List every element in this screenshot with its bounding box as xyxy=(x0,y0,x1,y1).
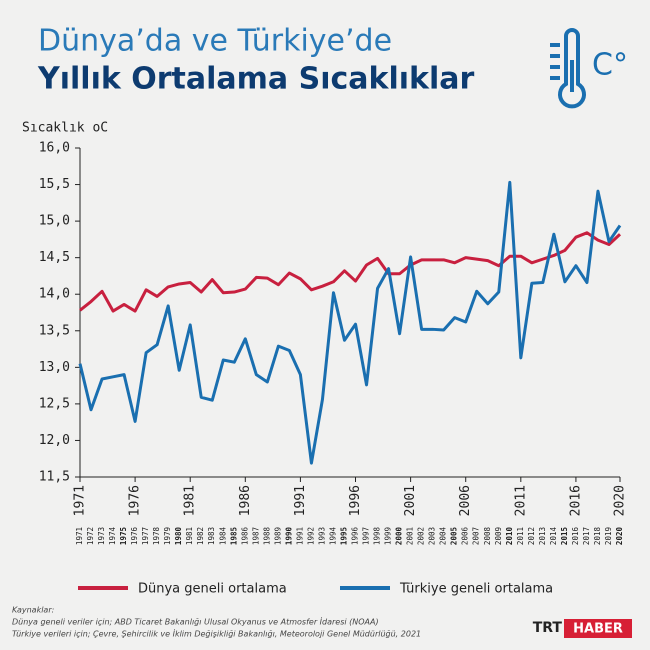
year-label: 1986 xyxy=(240,527,249,546)
year-label: 2014 xyxy=(549,527,558,546)
year-label: 1996 xyxy=(351,527,360,546)
y-tick-label: 12,0 xyxy=(39,433,70,448)
year-label: 1975 xyxy=(119,527,128,545)
year-label: 1992 xyxy=(306,527,315,545)
year-label: 1981 xyxy=(185,527,194,545)
year-label: 1974 xyxy=(108,527,117,546)
year-label: 1976 xyxy=(130,527,139,546)
year-label: 1994 xyxy=(328,527,337,546)
x-tick-label: 2016 xyxy=(568,485,583,516)
year-label: 2012 xyxy=(527,527,536,545)
year-label: 2010 xyxy=(505,527,514,546)
year-label: 2007 xyxy=(472,527,481,545)
legend-label: Türkiye geneli ortalama xyxy=(399,582,553,597)
y-tick-label: 14,0 xyxy=(39,287,70,302)
year-label: 2005 xyxy=(450,527,459,545)
source: Dünya geneli veriler için; ABD Ticaret B… xyxy=(12,617,379,627)
y-tick-label: 13,0 xyxy=(39,360,70,375)
year-label: 1979 xyxy=(163,527,172,545)
year-label: 1989 xyxy=(273,527,282,545)
year-label: 2013 xyxy=(538,527,547,545)
year-label: 1995 xyxy=(339,527,348,545)
x-tick-label: 1991 xyxy=(293,485,308,516)
y-axis-label: Sıcaklık oC xyxy=(22,121,108,136)
x-tick-label: 2006 xyxy=(458,485,473,516)
icon-label: C° xyxy=(592,48,628,83)
y-tick-label: 14,5 xyxy=(39,250,70,265)
year-label: 1999 xyxy=(384,527,393,545)
year-label: 1971 xyxy=(75,527,84,545)
title-line1: Dünya’da ve Türkiye’de xyxy=(38,24,392,59)
year-label: 1984 xyxy=(218,527,227,546)
x-tick-label: 1971 xyxy=(73,485,88,516)
logo: HABER xyxy=(573,622,623,637)
x-tick-label: 1996 xyxy=(348,485,363,516)
title-line2: Yıllık Ortalama Sıcaklıklar xyxy=(37,62,475,97)
year-label: 2011 xyxy=(516,527,525,545)
series-line xyxy=(79,231,622,313)
x-tick-label: 1981 xyxy=(183,485,198,516)
thermometer-icon xyxy=(550,28,586,109)
y-tick-label: 12,5 xyxy=(39,396,70,411)
year-label: 2016 xyxy=(571,527,580,546)
year-label: 2019 xyxy=(604,527,613,545)
year-label: 1991 xyxy=(295,527,304,545)
year-label: 1985 xyxy=(229,527,238,545)
x-tick-label: 1986 xyxy=(238,485,253,516)
logo-box xyxy=(564,619,632,638)
year-label: 2020 xyxy=(615,527,624,546)
year-label: 2006 xyxy=(461,527,470,546)
legend-label: Dünya geneli ortalama xyxy=(138,582,287,597)
y-tick-label: 11,5 xyxy=(39,470,70,485)
year-label: 1998 xyxy=(373,527,382,546)
series-line xyxy=(78,180,622,465)
year-label: 1972 xyxy=(86,527,95,545)
year-label: 2002 xyxy=(417,527,426,545)
x-tick-label: 2011 xyxy=(513,485,528,516)
year-label: 2004 xyxy=(439,527,448,546)
y-tick-label: 13,5 xyxy=(39,323,70,338)
x-tick-label: 1976 xyxy=(128,485,143,516)
year-label: 2000 xyxy=(395,527,404,546)
y-tick-label: 15,5 xyxy=(39,177,70,192)
year-label: 2001 xyxy=(406,527,415,545)
sources-heading: Kaynaklar: xyxy=(12,606,55,615)
year-label: 1993 xyxy=(317,527,326,545)
year-label: 2018 xyxy=(593,527,602,546)
y-tick-label: 16,0 xyxy=(39,141,70,156)
y-tick-label: 15,0 xyxy=(39,214,70,229)
x-tick-label: 2001 xyxy=(403,485,418,516)
year-label: 1983 xyxy=(207,527,216,545)
year-label: 1982 xyxy=(196,527,205,545)
year-label: 1988 xyxy=(262,527,271,546)
year-label: 1980 xyxy=(174,527,183,546)
year-label: 2003 xyxy=(428,527,437,545)
year-label: 2015 xyxy=(560,527,569,545)
year-label: 1973 xyxy=(97,527,106,545)
year-label: 1978 xyxy=(152,527,161,546)
year-label: 2008 xyxy=(483,527,492,546)
x-tick-label: 2020 xyxy=(613,485,628,516)
year-label: 1997 xyxy=(362,527,371,545)
year-label: 1977 xyxy=(141,527,150,545)
year-label: 1987 xyxy=(251,527,260,545)
year-label: 2017 xyxy=(582,527,591,545)
source: Türkiye verileri için; Çevre, Şehircilik… xyxy=(12,629,421,639)
logo: TRT xyxy=(533,620,563,636)
year-label: 2009 xyxy=(494,527,503,545)
year-label: 1990 xyxy=(284,527,293,546)
